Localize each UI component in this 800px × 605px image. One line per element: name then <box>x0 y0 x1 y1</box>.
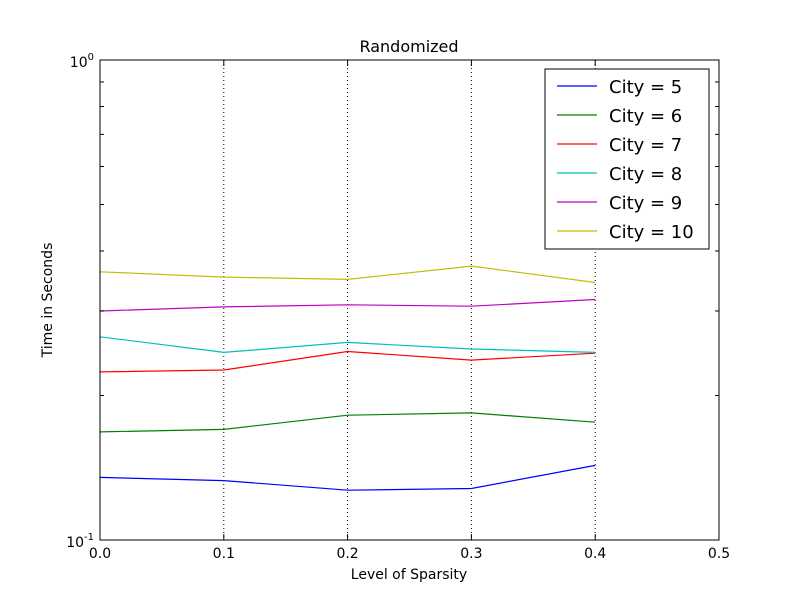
y-tick-label-base: 10 <box>70 55 88 71</box>
legend-label: City = 6 <box>609 106 682 127</box>
legend: City = 5 City = 6 City = 7 City = 8 City = 9… <box>544 68 710 250</box>
x-tick-label: 0.0 <box>89 546 111 562</box>
series-line-city-9 <box>99 298 596 312</box>
y-tick-label-exponent: -1 <box>84 532 94 543</box>
legend-box <box>544 68 710 250</box>
x-axis-label: Level of Sparsity <box>351 567 467 583</box>
x-tick-label: 0.4 <box>584 546 606 562</box>
series-line-city-6 <box>99 412 596 433</box>
x-tick-label: 0.1 <box>213 546 235 562</box>
y-tick-label: 10-1 <box>66 532 94 551</box>
series-line-city-7 <box>99 350 596 373</box>
y-axis-label: Time in Seconds <box>40 243 56 359</box>
x-tick-label: 0.5 <box>708 546 730 562</box>
y-tick-label: 100 <box>70 52 94 71</box>
legend-label: City = 10 <box>609 222 694 243</box>
chart-title: Randomized <box>359 37 458 56</box>
legend-label: City = 9 <box>609 193 682 214</box>
series-line-city-10 <box>99 265 596 284</box>
series-line-city-5 <box>99 464 596 491</box>
series-lines <box>99 265 596 491</box>
legend-label: City = 7 <box>609 135 682 156</box>
x-tick-label: 0.2 <box>336 546 358 562</box>
series-line-city-8 <box>99 336 596 354</box>
legend-label: City = 8 <box>609 164 682 185</box>
legend-label: City = 5 <box>609 77 682 98</box>
x-tick-label: 0.3 <box>460 546 482 562</box>
y-tick-label-base: 10 <box>66 535 84 551</box>
plot-frame <box>99 59 720 541</box>
y-tick-label-exponent: 0 <box>88 52 94 63</box>
